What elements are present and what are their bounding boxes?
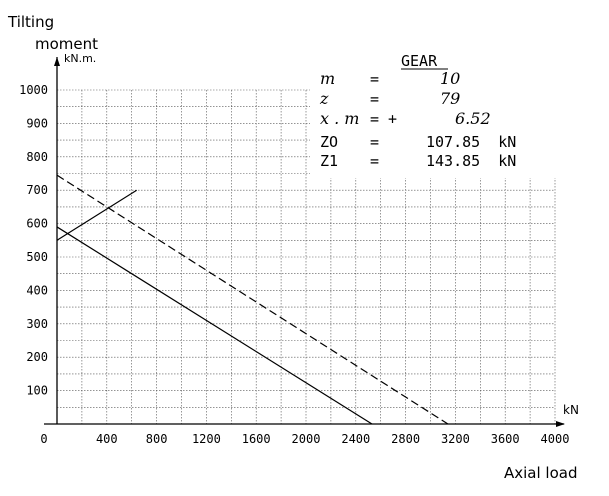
y-unit-label: kN.m. [64,52,96,65]
x-tick-label: 3200 [441,432,470,446]
y-tick-label: 500 [26,250,48,264]
y-tick-label: 600 [26,217,48,231]
gear-row-z-name: z [319,89,329,108]
x-tick-label: 1200 [192,432,221,446]
y-tick-label: 700 [26,183,48,197]
gear-row-z-value: 79 [440,89,460,108]
axes [44,57,565,427]
x-tick-label: 2400 [341,432,370,446]
x-tick-label: 0 [40,432,47,446]
y-tick-label: 300 [26,317,48,331]
x-tick-label: 2800 [391,432,420,446]
gear-row-m-eq: = [370,70,379,88]
x-tick-label: 3600 [491,432,520,446]
gear-row-m-name: m [320,69,335,88]
gear-row-xm-value: 6.52 [455,109,491,128]
x-unit-label: kN [563,403,579,417]
series-line-2 [56,189,137,241]
x-tick-label: 800 [146,432,168,446]
y-tick-label: 1000 [19,83,48,97]
series [56,174,449,425]
x-tick-label: 4000 [541,432,570,446]
x-tick-label: 2000 [292,432,321,446]
x-axis-title: Axial load [504,464,578,482]
y-axis-title-line1: Tilting [7,13,54,31]
x-tick-label: 400 [96,432,118,446]
gear-row-z0-name: ZO [320,133,338,151]
y-axis-title-line2: moment [35,35,98,53]
y-axis-arrow [54,57,60,66]
gear-row-z0-value: 107.85 kN [426,133,516,151]
gear-row-xm-name: x . m [320,109,359,128]
x-tick-label: 1600 [242,432,271,446]
gear-row-z1-name: Z1 [320,152,338,170]
series-line-1 [56,174,449,425]
gear-row-z1-eq: = [370,152,379,170]
y-tick-label: 200 [26,350,48,364]
gear-table-title: GEAR [401,52,438,70]
y-tick-labels: 100 200 300 400 500 600 700 800 900 1000 [19,83,48,398]
gear-row-z1-value: 143.85 kN [426,152,516,170]
y-tick-label: 800 [26,150,48,164]
gear-table-background [310,50,592,178]
gear-row-xm-eq: = + [370,110,397,128]
x-axis-arrow [556,421,565,427]
gear-row-m-value: 10 [440,69,460,88]
series-line-0 [56,226,373,425]
gear-row-z0-eq: = [370,133,379,151]
y-tick-label: 100 [26,384,48,398]
gear-table: GEAR m = 10 z = 79 x . m = + 6.52 ZO = 1… [319,52,516,170]
x-tick-labels: 0 400 800 1200 1600 2000 2400 2800 3200 3600 4000 [40,432,569,446]
y-tick-label: 400 [26,283,48,297]
y-tick-label: 900 [26,116,48,130]
gear-row-z-eq: = [370,90,379,108]
